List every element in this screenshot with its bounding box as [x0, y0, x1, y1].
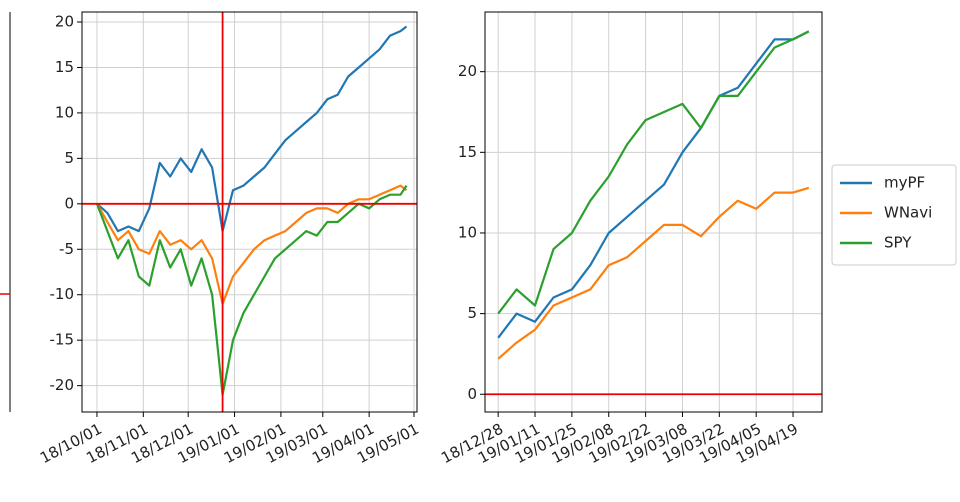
y-tick-label: -15 — [50, 331, 75, 349]
y-tick-label: 20 — [55, 13, 74, 31]
series-line — [96, 25, 408, 233]
y-tick-label: -20 — [50, 376, 75, 394]
plot-frame — [484, 11, 823, 413]
legend-label: myPF — [884, 174, 925, 192]
y-tick-label: 15 — [458, 143, 477, 161]
y-tick-label: 5 — [64, 149, 74, 167]
legend-label: WNavi — [884, 204, 932, 222]
y-tick-label: 20 — [458, 62, 477, 80]
cut-panel — [0, 12, 11, 412]
series-line — [497, 30, 810, 339]
legend-label: SPY — [884, 234, 912, 252]
y-tick-label: 0 — [467, 385, 477, 403]
y-tick-label: 10 — [55, 103, 74, 121]
y-tick-label: 10 — [458, 223, 477, 241]
legend-box — [831, 164, 957, 266]
y-tick-label: -10 — [50, 285, 75, 303]
y-tick-label: 15 — [55, 58, 74, 76]
series-line — [96, 184, 408, 305]
plot-frame — [81, 11, 418, 413]
series-line — [497, 30, 810, 315]
y-tick-label: -5 — [59, 240, 74, 258]
y-tick-label: 5 — [467, 304, 477, 322]
y-tick-label: 0 — [64, 194, 74, 212]
series-line — [497, 186, 810, 360]
